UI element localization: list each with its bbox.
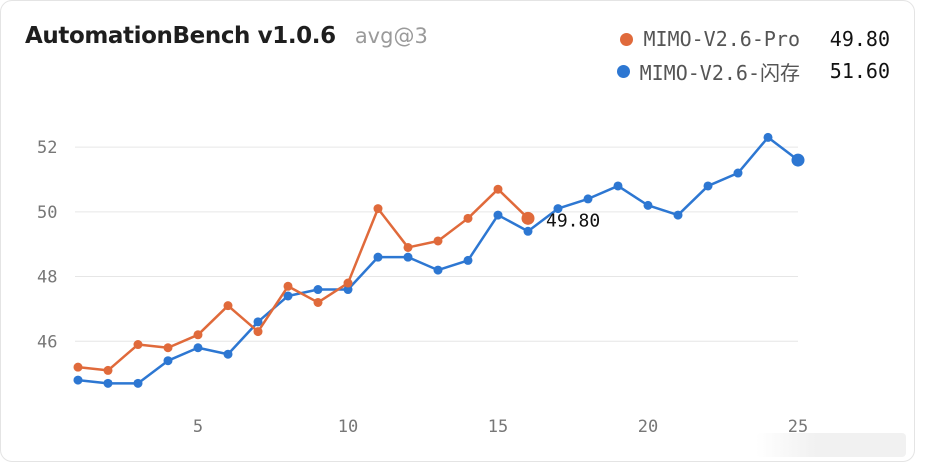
series-line-pro (76, 187, 530, 372)
data-point-flash (283, 291, 293, 301)
x-axis: 5 10 15 20 25 (193, 417, 808, 437)
data-point-pro (103, 365, 113, 375)
data-point-pro (521, 211, 535, 225)
chart-legend: MIMO-V2.6-Pro 49.80 MIMO-V2.6-闪存 51.60 (616, 23, 890, 87)
data-point-flash (523, 226, 533, 236)
data-point-pro (133, 340, 143, 350)
watermark (756, 433, 906, 457)
x-tick-label: 15 (488, 417, 508, 437)
y-tick-label: 46 (37, 332, 57, 352)
legend-value-flash: 51.60 (829, 59, 890, 83)
legend-marker-flash (616, 64, 630, 78)
data-point-flash (673, 210, 683, 220)
legend-value-pro: 49.80 (829, 27, 890, 51)
x-tick-label: 5 (193, 417, 203, 437)
x-tick-label: 20 (638, 417, 658, 437)
y-axis: 46 48 50 52 (37, 138, 57, 352)
data-point-flash (163, 356, 173, 366)
end-value-label-pro: 49.80 (546, 210, 600, 231)
chart-subtitle: avg@3 (354, 24, 428, 48)
chart-header: AutomationBench v1.0.6 avg@3 (25, 23, 428, 49)
data-point-pro (433, 236, 443, 246)
legend-item-flash[interactable]: MIMO-V2.6-闪存 51.60 (616, 55, 890, 87)
data-point-flash (193, 343, 203, 353)
legend-marker-pro (620, 32, 634, 46)
chart-title: AutomationBench v1.0.6 (25, 23, 336, 49)
data-point-pro (493, 184, 503, 194)
data-point-pro (373, 204, 383, 214)
data-point-pro (193, 330, 203, 340)
x-tick-label: 10 (338, 417, 358, 437)
data-point-flash (73, 375, 83, 385)
legend-label-flash: MIMO-V2.6-闪存 (639, 60, 800, 85)
data-point-flash (313, 285, 323, 295)
data-point-pro (163, 343, 173, 353)
data-point-flash (133, 378, 143, 388)
data-point-flash (343, 285, 353, 295)
legend-label-pro: MIMO-V2.6-Pro (643, 27, 800, 51)
y-tick-label: 52 (37, 138, 57, 158)
data-point-pro (223, 301, 233, 311)
data-point-pro (253, 327, 263, 337)
data-point-flash (103, 378, 113, 388)
data-point-flash (763, 132, 773, 142)
data-point-flash (791, 153, 805, 167)
data-point-flash (553, 204, 563, 214)
data-point-flash (613, 181, 623, 191)
line-chart: 46 48 50 52 5 10 15 20 25 49.80 (37, 132, 808, 437)
data-point-pro (313, 297, 323, 307)
data-point-flash (733, 168, 743, 178)
data-point-flash (403, 252, 413, 262)
data-point-pro (403, 242, 413, 252)
legend-item-pro[interactable]: MIMO-V2.6-Pro 49.80 (617, 23, 890, 55)
x-tick-label: 25 (788, 417, 808, 437)
data-point-flash (463, 255, 473, 265)
data-point-flash (223, 349, 233, 359)
series-line-flash (76, 136, 800, 385)
data-point-pro (463, 213, 473, 223)
data-point-flash (583, 194, 593, 204)
y-tick-label: 48 (37, 268, 57, 288)
chart-series: 49.80 (73, 132, 805, 388)
data-point-pro (73, 362, 83, 372)
data-point-pro (343, 278, 353, 288)
data-point-flash (433, 265, 443, 275)
data-point-flash (373, 252, 383, 262)
data-point-flash (253, 317, 263, 327)
data-point-pro (283, 281, 293, 291)
y-tick-label: 50 (37, 203, 57, 223)
data-point-flash (703, 181, 713, 191)
data-point-flash (493, 210, 503, 220)
chart-card: AutomationBench v1.0.6 avg@3 MIMO-V2.6-P… (0, 0, 915, 462)
data-point-flash (643, 200, 653, 210)
